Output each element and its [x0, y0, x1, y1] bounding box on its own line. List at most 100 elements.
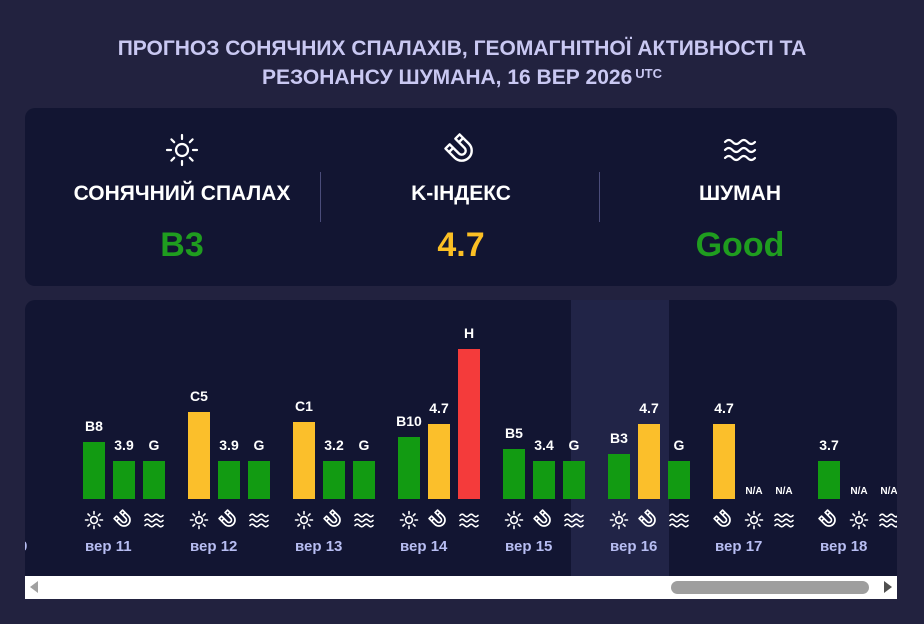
magnet-icon	[638, 509, 660, 531]
na-label: N/A	[745, 486, 763, 497]
summary-schumann: ШУМАН Good	[595, 108, 885, 286]
magnet-icon	[428, 509, 450, 531]
waves-icon	[878, 509, 897, 531]
schumann-bar	[248, 461, 270, 499]
day-date-label: вер 17	[715, 538, 763, 555]
waves-icon	[458, 509, 480, 531]
day-date-label: вер 11	[85, 538, 132, 555]
flare-bar	[83, 441, 105, 499]
kindex-bar-label: 3.7	[819, 437, 839, 453]
day-column: вер 10	[25, 300, 60, 576]
scroll-left-arrow-icon[interactable]	[30, 581, 38, 593]
timezone-label: UTC	[635, 66, 662, 81]
day-column: 3.7 N/A N/A вер 18	[790, 300, 897, 576]
kindex-bar	[218, 461, 240, 499]
schumann-bar	[668, 461, 690, 499]
flare-bar-label: B8	[85, 417, 103, 434]
scroll-right-arrow-icon[interactable]	[884, 581, 892, 593]
schumann-bar	[143, 461, 165, 499]
kindex-bar-label: 4.7	[639, 400, 659, 416]
schumann-bar-label: G	[253, 437, 265, 453]
sun-icon	[293, 509, 315, 531]
magnet-icon	[713, 509, 735, 531]
schumann-bar-label: H	[463, 325, 475, 341]
waves-icon	[668, 509, 690, 531]
schumann-bar-label: G	[568, 437, 580, 453]
flare-bar	[188, 411, 210, 499]
na-label: N/A	[850, 486, 868, 497]
waves-icon	[353, 509, 375, 531]
flare-bar	[608, 453, 630, 499]
kindex-bar-label: 3.4	[534, 437, 554, 453]
day-date-label: вер 18	[820, 538, 868, 555]
solar-flare-label: СОНЯЧНИЙ СПАЛАХ	[73, 182, 291, 205]
waves-icon	[248, 509, 270, 531]
waves-icon	[773, 509, 795, 531]
schumann-value: Good	[695, 226, 785, 264]
day-date-label: вер 15	[505, 538, 553, 555]
kindex-bar	[818, 461, 840, 499]
sun-icon	[743, 509, 765, 531]
kindex-bar-label: 3.9	[219, 437, 239, 453]
solar-flare-value: B3	[160, 226, 204, 264]
na-label: N/A	[880, 486, 897, 497]
day-column: 4.7 N/A N/A вер 17	[685, 300, 795, 576]
schumann-bar-label: G	[358, 437, 370, 453]
title-line-2: РЕЗОНАНСУ ШУМАНА, 16 ВЕР 2026	[262, 66, 633, 89]
magnet-icon	[818, 509, 840, 531]
magnet-icon	[113, 509, 135, 531]
summary-solar: СОНЯЧНИЙ СПАЛАХ B3	[37, 108, 327, 286]
summary-card: СОНЯЧНИЙ СПАЛАХ B3 K-ІНДЕКС 4.7 ШУМАН Go…	[25, 108, 897, 286]
schumann-bar-label: G	[673, 437, 685, 453]
summary-kindex: K-ІНДЕКС 4.7	[316, 108, 606, 286]
flare-bar-label: C5	[190, 387, 208, 404]
horizontal-scrollbar[interactable]	[25, 576, 897, 599]
kindex-bar	[713, 424, 735, 499]
schumann-bar-label: G	[148, 437, 160, 453]
kindex-bar-label: 3.2	[324, 437, 344, 453]
summary-divider	[320, 172, 321, 222]
title-line-1: ПРОГНОЗ СОНЯЧНИХ СПАЛАХІВ, ГЕОМАГНІТНОЇ …	[117, 37, 807, 60]
magnet-icon	[533, 509, 555, 531]
magnet-icon	[218, 509, 240, 531]
page-title: ПРОГНОЗ СОНЯЧНИХ СПАЛАХІВ, ГЕОМАГНІТНОЇ …	[0, 34, 924, 92]
sun-icon	[608, 509, 630, 531]
sun-icon	[398, 509, 420, 531]
magnet-icon	[323, 509, 345, 531]
summary-divider	[599, 172, 600, 222]
kindex-bar-label: 4.7	[429, 400, 449, 416]
scrollbar-thumb[interactable]	[671, 581, 869, 594]
schumann-label: ШУМАН	[699, 182, 781, 205]
day-date-label: вер 14	[400, 538, 448, 555]
day-date-label: вер 16	[610, 538, 658, 555]
day-date-label: вер 10	[25, 538, 27, 555]
magnet-icon	[444, 133, 473, 162]
schumann-bar	[458, 349, 480, 499]
waves-icon	[143, 509, 165, 531]
flare-bar-label: B10	[396, 413, 422, 429]
kindex-bar-label: 3.9	[114, 437, 134, 453]
flare-bar	[503, 449, 525, 499]
sun-icon	[188, 509, 210, 531]
na-label: N/A	[775, 486, 793, 497]
kindex-bar-label: 4.7	[714, 400, 734, 416]
flare-bar	[293, 421, 315, 499]
flare-bar-label: B3	[610, 429, 628, 446]
flare-bar-label: C1	[295, 397, 313, 414]
kindex-bar	[533, 461, 555, 499]
schumann-bar	[563, 461, 585, 499]
waves-icon	[563, 509, 585, 531]
kindex-bar	[113, 461, 135, 499]
kindex-value: 4.7	[437, 226, 485, 264]
flare-bar-label: B5	[505, 425, 523, 441]
kindex-bar	[428, 424, 450, 499]
sun-icon	[165, 133, 199, 167]
kindex-bar	[323, 461, 345, 499]
day-date-label: вер 13	[295, 538, 343, 555]
